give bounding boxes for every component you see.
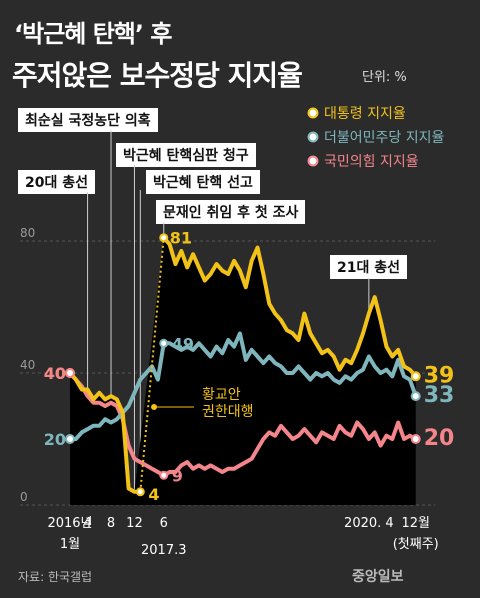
legend-marker-democratic	[307, 131, 319, 143]
title-line1: ‘박근혜 탄핵’ 후	[14, 20, 172, 48]
series-line-president-park	[68, 371, 141, 494]
legend-label-president: 대통령 지지율	[324, 106, 406, 122]
point-dot-democratic-16	[159, 338, 169, 348]
y-tick-label-80: 80	[20, 226, 35, 240]
series-line-ppp	[68, 371, 417, 478]
series-line-democratic	[70, 331, 418, 441]
legend-label-democratic: 더불어민주당 지지율	[324, 130, 444, 146]
value-label-democratic-59: 33	[424, 383, 455, 408]
x-tick-label-7-line2: (첫째주)	[393, 537, 439, 552]
value-label-democratic-16: 49	[172, 334, 194, 353]
legend-label-ppp: 국민의힘 지지율	[324, 154, 419, 170]
title-line2: 주저앉은 보수정당 지지율	[12, 59, 303, 92]
event-label-impeachment-request: 박근혜 탄핵심판 청구	[116, 143, 256, 167]
annotation-text-line-1: 황교안	[202, 387, 241, 403]
end-dot-democratic-59	[410, 391, 421, 402]
value-label-president-12: 4	[148, 485, 159, 504]
event-label-choi-scandal: 최순실 국정농단 의혹	[18, 108, 158, 132]
annotation-marker	[151, 404, 158, 410]
brand-logo-text: 중앙일보	[352, 569, 404, 585]
x-tick-label-0-line1: 2016년	[47, 516, 92, 531]
point-dot-president-16	[159, 233, 169, 243]
value-label-president-0: 40	[44, 364, 66, 383]
value-label-president-59: 39	[424, 363, 455, 388]
x-tick-label-6-line1: 2020. 4	[344, 516, 394, 531]
event-label-moon-first-survey: 문재인 취임 후 첫 조사	[156, 200, 306, 224]
value-label-ppp-0: 40	[44, 364, 66, 383]
legend-marker-ppp	[307, 155, 319, 167]
end-dot-democratic-0	[65, 434, 75, 444]
legend-marker-president	[307, 107, 319, 119]
unit-label: 단위: %	[362, 70, 407, 85]
end-dot-ppp-0	[65, 368, 75, 378]
value-label-ppp-59: 20	[424, 426, 455, 451]
annotation-text-line-2: 권한대행	[202, 404, 254, 420]
x-tick-label-1-line1: 4	[83, 516, 91, 531]
end-dot-ppp-59	[410, 434, 421, 444]
x-tick-label-4-line1: 6	[160, 516, 168, 531]
y-tick-label-0: 0	[20, 490, 28, 504]
point-dot-president-12	[135, 487, 145, 497]
event-label-impeachment-ruling: 박근혜 탄핵 선고	[146, 170, 260, 194]
event-label-21st-election: 21대 총선	[330, 255, 407, 279]
event-label-20th-election: 20대 총선	[18, 170, 95, 194]
value-label-democratic-0: 20	[44, 430, 66, 449]
series-line-president-moon	[162, 236, 418, 378]
x-tick-label-0-line2: 1월	[60, 537, 80, 552]
end-dot-president-59	[410, 371, 421, 382]
value-label-ppp-16: 9	[172, 466, 183, 485]
y-tick-label-40: 40	[20, 358, 35, 372]
point-dot-ppp-16	[159, 470, 169, 480]
x-tick-label-3-line1: 12	[126, 516, 143, 531]
x-tick-label-2-line1: 8	[107, 516, 115, 531]
x-tick-label-7-line1: 12월	[401, 516, 430, 531]
source-credit: 자료: 한국갤럽	[18, 570, 93, 584]
value-label-president-16: 81	[170, 229, 192, 248]
x-tick-label-5-line2: 2017.3	[141, 543, 187, 558]
